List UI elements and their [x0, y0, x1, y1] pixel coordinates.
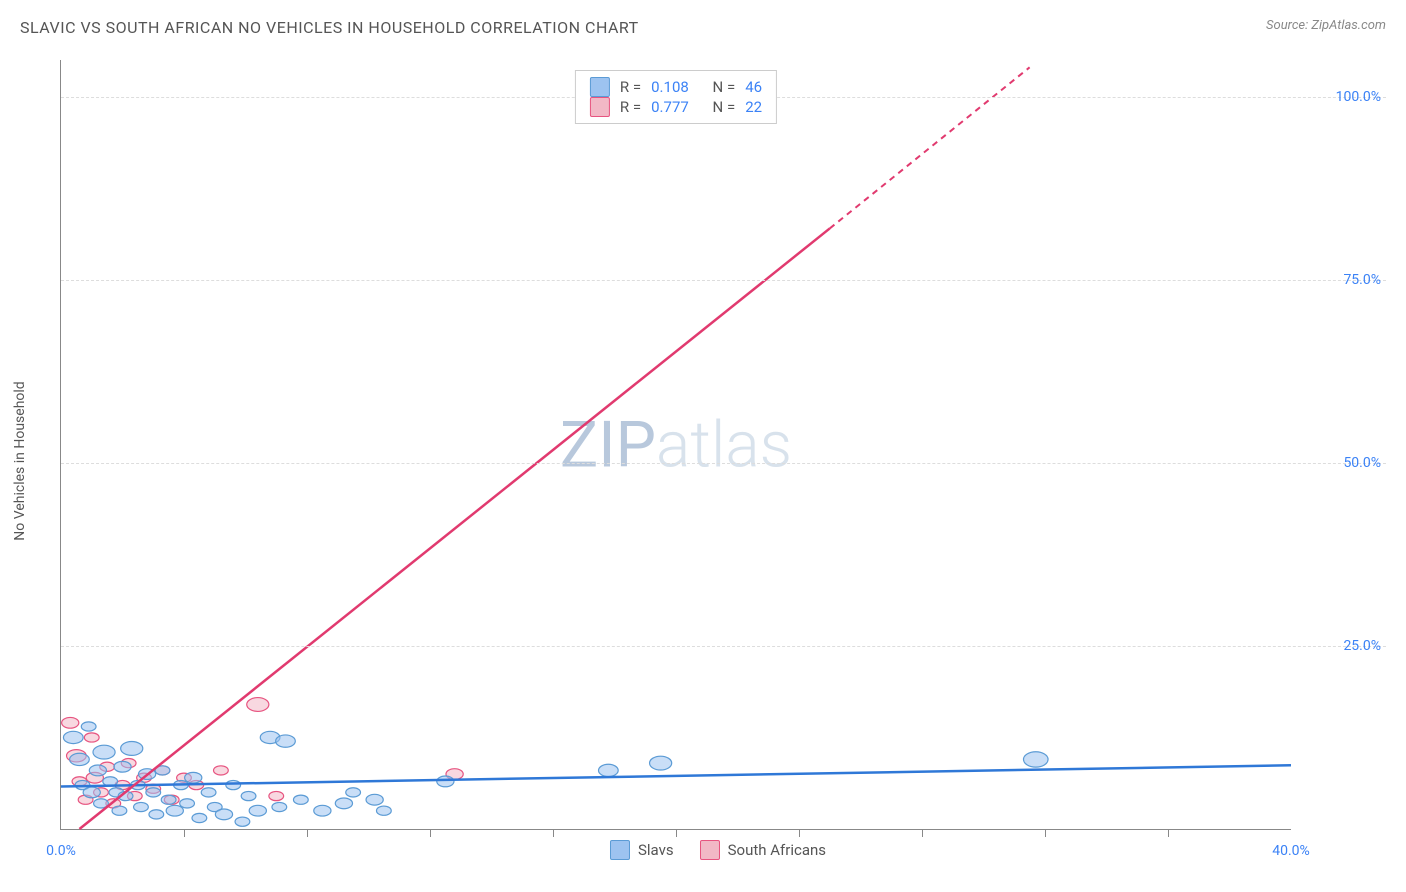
legend-item-slavs: Slavs — [610, 840, 674, 860]
stats-row-slavs: R = 0.108 N = 46 — [590, 77, 762, 97]
gridline — [61, 463, 1386, 464]
r-label: R = — [620, 98, 641, 116]
n-value-slavs: 46 — [745, 78, 762, 96]
x-tick — [922, 829, 923, 837]
x-tick — [799, 829, 800, 837]
legend-label-sa: South Africans — [728, 841, 826, 859]
y-tick-label: 50.0% — [1343, 455, 1381, 471]
r-value-sa: 0.777 — [651, 98, 689, 116]
x-tick-label: 0.0% — [46, 843, 76, 859]
x-tick — [553, 829, 554, 837]
plot-svg — [61, 60, 1291, 829]
x-tick — [307, 829, 308, 837]
chart-title: SLAVIC VS SOUTH AFRICAN NO VEHICLES IN H… — [20, 18, 639, 37]
swatch-sa — [590, 97, 610, 117]
chart-header: SLAVIC VS SOUTH AFRICAN NO VEHICLES IN H… — [0, 0, 1406, 37]
y-tick-label: 25.0% — [1343, 638, 1381, 654]
y-tick-label: 75.0% — [1343, 272, 1381, 288]
x-tick — [430, 829, 431, 837]
swatch-sa — [700, 840, 720, 860]
x-tick-label: 40.0% — [1272, 843, 1310, 859]
r-label: R = — [620, 78, 641, 96]
legend-label-slavs: Slavs — [638, 841, 674, 859]
r-value-slavs: 0.108 — [651, 78, 689, 96]
swatch-slavs — [590, 77, 610, 97]
stats-row-sa: R = 0.777 N = 22 — [590, 97, 762, 117]
x-tick — [1168, 829, 1169, 837]
x-tick — [184, 829, 185, 837]
stats-legend: R = 0.108 N = 46 R = 0.777 N = 22 — [575, 70, 777, 124]
n-label: N = — [713, 98, 736, 116]
series-legend: Slavs South Africans — [610, 840, 826, 860]
swatch-slavs — [610, 840, 630, 860]
n-value-sa: 22 — [745, 98, 762, 116]
x-tick — [1045, 829, 1046, 837]
gridline — [61, 646, 1386, 647]
y-axis-label: No Vehicles in Household — [12, 381, 28, 540]
n-label: N = — [713, 78, 736, 96]
gridline — [61, 280, 1386, 281]
legend-item-sa: South Africans — [700, 840, 826, 860]
chart-source: Source: ZipAtlas.com — [1266, 18, 1386, 33]
chart-area: No Vehicles in Household ZIPatlas R = 0.… — [50, 50, 1386, 872]
x-tick — [676, 829, 677, 837]
plot-area: ZIPatlas R = 0.108 N = 46 R = 0.777 N = … — [60, 60, 1291, 830]
y-tick-label: 100.0% — [1336, 89, 1381, 105]
